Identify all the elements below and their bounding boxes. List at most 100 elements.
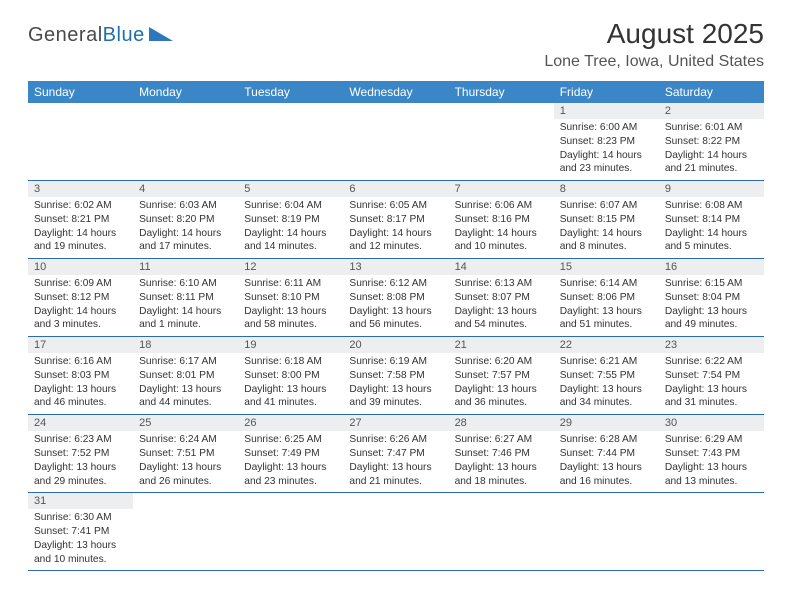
day-content: Sunrise: 6:08 AMSunset: 8:14 PMDaylight:… [659,197,764,258]
sunrise-line: Sunrise: 6:10 AM [139,277,232,291]
day-content: Sunrise: 6:24 AMSunset: 7:51 PMDaylight:… [133,431,238,492]
sunrise-line: Sunrise: 6:19 AM [349,355,442,369]
day-content: Sunrise: 6:20 AMSunset: 7:57 PMDaylight:… [449,353,554,414]
calendar-week-row: 17Sunrise: 6:16 AMSunset: 8:03 PMDayligh… [28,337,764,415]
sunset-line: Sunset: 8:06 PM [560,291,653,305]
sunrise-line: Sunrise: 6:27 AM [455,433,548,447]
sunset-line: Sunset: 8:07 PM [455,291,548,305]
sunrise-line: Sunrise: 6:30 AM [34,511,127,525]
day-number: 29 [554,415,659,431]
day-content: Sunrise: 6:17 AMSunset: 8:01 PMDaylight:… [133,353,238,414]
calendar-cell: 28Sunrise: 6:27 AMSunset: 7:46 PMDayligh… [449,415,554,492]
day-content: Sunrise: 6:07 AMSunset: 8:15 PMDaylight:… [554,197,659,258]
day-number: 28 [449,415,554,431]
weekday-header: Saturday [659,81,764,103]
logo: GeneralBlue [28,24,173,47]
location-subtitle: Lone Tree, Iowa, United States [544,53,764,71]
sunrise-line: Sunrise: 6:20 AM [455,355,548,369]
calendar-cell: 20Sunrise: 6:19 AMSunset: 7:58 PMDayligh… [343,337,448,414]
calendar-cell: 19Sunrise: 6:18 AMSunset: 8:00 PMDayligh… [238,337,343,414]
logo-text-1: General [28,24,103,46]
day-number: 26 [238,415,343,431]
calendar-cell: 11Sunrise: 6:10 AMSunset: 8:11 PMDayligh… [133,259,238,336]
day-number: 15 [554,259,659,275]
sunrise-line: Sunrise: 6:00 AM [560,121,653,135]
sunrise-line: Sunrise: 6:01 AM [665,121,758,135]
calendar: SundayMondayTuesdayWednesdayThursdayFrid… [28,81,764,571]
calendar-cell: 25Sunrise: 6:24 AMSunset: 7:51 PMDayligh… [133,415,238,492]
sunrise-line: Sunrise: 6:12 AM [349,277,442,291]
day-number: 17 [28,337,133,353]
daylight-line: Daylight: 13 hours and 46 minutes. [34,383,127,411]
daylight-line: Daylight: 13 hours and 44 minutes. [139,383,232,411]
daylight-line: Daylight: 13 hours and 23 minutes. [244,461,337,489]
sunset-line: Sunset: 7:54 PM [665,369,758,383]
sunset-line: Sunset: 8:21 PM [34,213,127,227]
sunrise-line: Sunrise: 6:28 AM [560,433,653,447]
day-number: 18 [133,337,238,353]
day-number: 5 [238,181,343,197]
day-content: Sunrise: 6:28 AMSunset: 7:44 PMDaylight:… [554,431,659,492]
sunset-line: Sunset: 7:58 PM [349,369,442,383]
day-content: Sunrise: 6:05 AMSunset: 8:17 PMDaylight:… [343,197,448,258]
header: GeneralBlue August 2025 Lone Tree, Iowa,… [28,18,764,71]
day-content: Sunrise: 6:30 AMSunset: 7:41 PMDaylight:… [28,509,133,570]
calendar-cell: 3Sunrise: 6:02 AMSunset: 8:21 PMDaylight… [28,181,133,258]
sunrise-line: Sunrise: 6:07 AM [560,199,653,213]
daylight-line: Daylight: 14 hours and 12 minutes. [349,227,442,255]
daylight-line: Daylight: 14 hours and 19 minutes. [34,227,127,255]
sunrise-line: Sunrise: 6:02 AM [34,199,127,213]
calendar-cell: 27Sunrise: 6:26 AMSunset: 7:47 PMDayligh… [343,415,448,492]
calendar-cell: 12Sunrise: 6:11 AMSunset: 8:10 PMDayligh… [238,259,343,336]
sunrise-line: Sunrise: 6:21 AM [560,355,653,369]
day-content: Sunrise: 6:16 AMSunset: 8:03 PMDaylight:… [28,353,133,414]
day-content: Sunrise: 6:27 AMSunset: 7:46 PMDaylight:… [449,431,554,492]
day-number: 25 [133,415,238,431]
sunrise-line: Sunrise: 6:15 AM [665,277,758,291]
calendar-cell: 13Sunrise: 6:12 AMSunset: 8:08 PMDayligh… [343,259,448,336]
day-content: Sunrise: 6:11 AMSunset: 8:10 PMDaylight:… [238,275,343,336]
calendar-cell [133,103,238,180]
calendar-cell: 8Sunrise: 6:07 AMSunset: 8:15 PMDaylight… [554,181,659,258]
sunrise-line: Sunrise: 6:14 AM [560,277,653,291]
calendar-grid: 1Sunrise: 6:00 AMSunset: 8:23 PMDaylight… [28,103,764,571]
daylight-line: Daylight: 13 hours and 36 minutes. [455,383,548,411]
sunrise-line: Sunrise: 6:03 AM [139,199,232,213]
sunset-line: Sunset: 8:03 PM [34,369,127,383]
sunset-line: Sunset: 8:20 PM [139,213,232,227]
sunrise-line: Sunrise: 6:18 AM [244,355,337,369]
daylight-line: Daylight: 13 hours and 56 minutes. [349,305,442,333]
sunset-line: Sunset: 7:41 PM [34,525,127,539]
sunset-line: Sunset: 8:08 PM [349,291,442,305]
day-content: Sunrise: 6:22 AMSunset: 7:54 PMDaylight:… [659,353,764,414]
day-content: Sunrise: 6:19 AMSunset: 7:58 PMDaylight:… [343,353,448,414]
sunset-line: Sunset: 8:22 PM [665,135,758,149]
day-number: 10 [28,259,133,275]
day-content: Sunrise: 6:09 AMSunset: 8:12 PMDaylight:… [28,275,133,336]
day-content: Sunrise: 6:06 AMSunset: 8:16 PMDaylight:… [449,197,554,258]
weekday-header: Tuesday [238,81,343,103]
day-number: 8 [554,181,659,197]
sunset-line: Sunset: 8:23 PM [560,135,653,149]
sunrise-line: Sunrise: 6:13 AM [455,277,548,291]
daylight-line: Daylight: 13 hours and 31 minutes. [665,383,758,411]
weekday-header: Friday [554,81,659,103]
daylight-line: Daylight: 14 hours and 10 minutes. [455,227,548,255]
daylight-line: Daylight: 13 hours and 34 minutes. [560,383,653,411]
calendar-cell: 29Sunrise: 6:28 AMSunset: 7:44 PMDayligh… [554,415,659,492]
day-number: 22 [554,337,659,353]
day-content: Sunrise: 6:25 AMSunset: 7:49 PMDaylight:… [238,431,343,492]
day-content: Sunrise: 6:10 AMSunset: 8:11 PMDaylight:… [133,275,238,336]
sunset-line: Sunset: 7:49 PM [244,447,337,461]
calendar-cell: 6Sunrise: 6:05 AMSunset: 8:17 PMDaylight… [343,181,448,258]
weekday-header-row: SundayMondayTuesdayWednesdayThursdayFrid… [28,81,764,103]
sunrise-line: Sunrise: 6:26 AM [349,433,442,447]
weekday-header: Wednesday [343,81,448,103]
calendar-cell: 16Sunrise: 6:15 AMSunset: 8:04 PMDayligh… [659,259,764,336]
day-content: Sunrise: 6:00 AMSunset: 8:23 PMDaylight:… [554,119,659,180]
weekday-header: Monday [133,81,238,103]
daylight-line: Daylight: 13 hours and 10 minutes. [34,539,127,567]
month-title: August 2025 [544,18,764,50]
daylight-line: Daylight: 13 hours and 21 minutes. [349,461,442,489]
calendar-cell [449,103,554,180]
